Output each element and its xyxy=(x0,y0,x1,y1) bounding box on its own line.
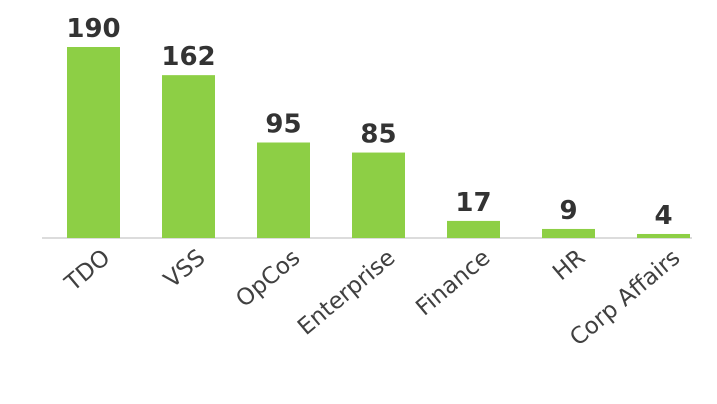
bar xyxy=(637,233,690,238)
data-label: 190 xyxy=(66,14,120,44)
bar xyxy=(162,75,215,238)
data-label: 95 xyxy=(265,110,301,140)
bar xyxy=(542,228,595,238)
x-tick-label: Finance xyxy=(411,245,495,321)
x-tick-label: OpCos xyxy=(231,245,305,313)
bar xyxy=(447,220,500,238)
bar xyxy=(352,152,405,238)
x-tick-label: TDO xyxy=(60,245,116,298)
data-label: 17 xyxy=(455,188,491,218)
data-label: 85 xyxy=(360,120,396,150)
x-tick-label: VSS xyxy=(159,245,210,294)
data-label: 162 xyxy=(161,42,215,72)
x-tick-label: Enterprise xyxy=(293,245,400,341)
bar xyxy=(67,47,120,238)
x-tick-label: HR xyxy=(548,245,590,286)
data-label: 4 xyxy=(654,201,672,231)
data-label: 9 xyxy=(559,196,577,226)
bar xyxy=(257,142,310,238)
